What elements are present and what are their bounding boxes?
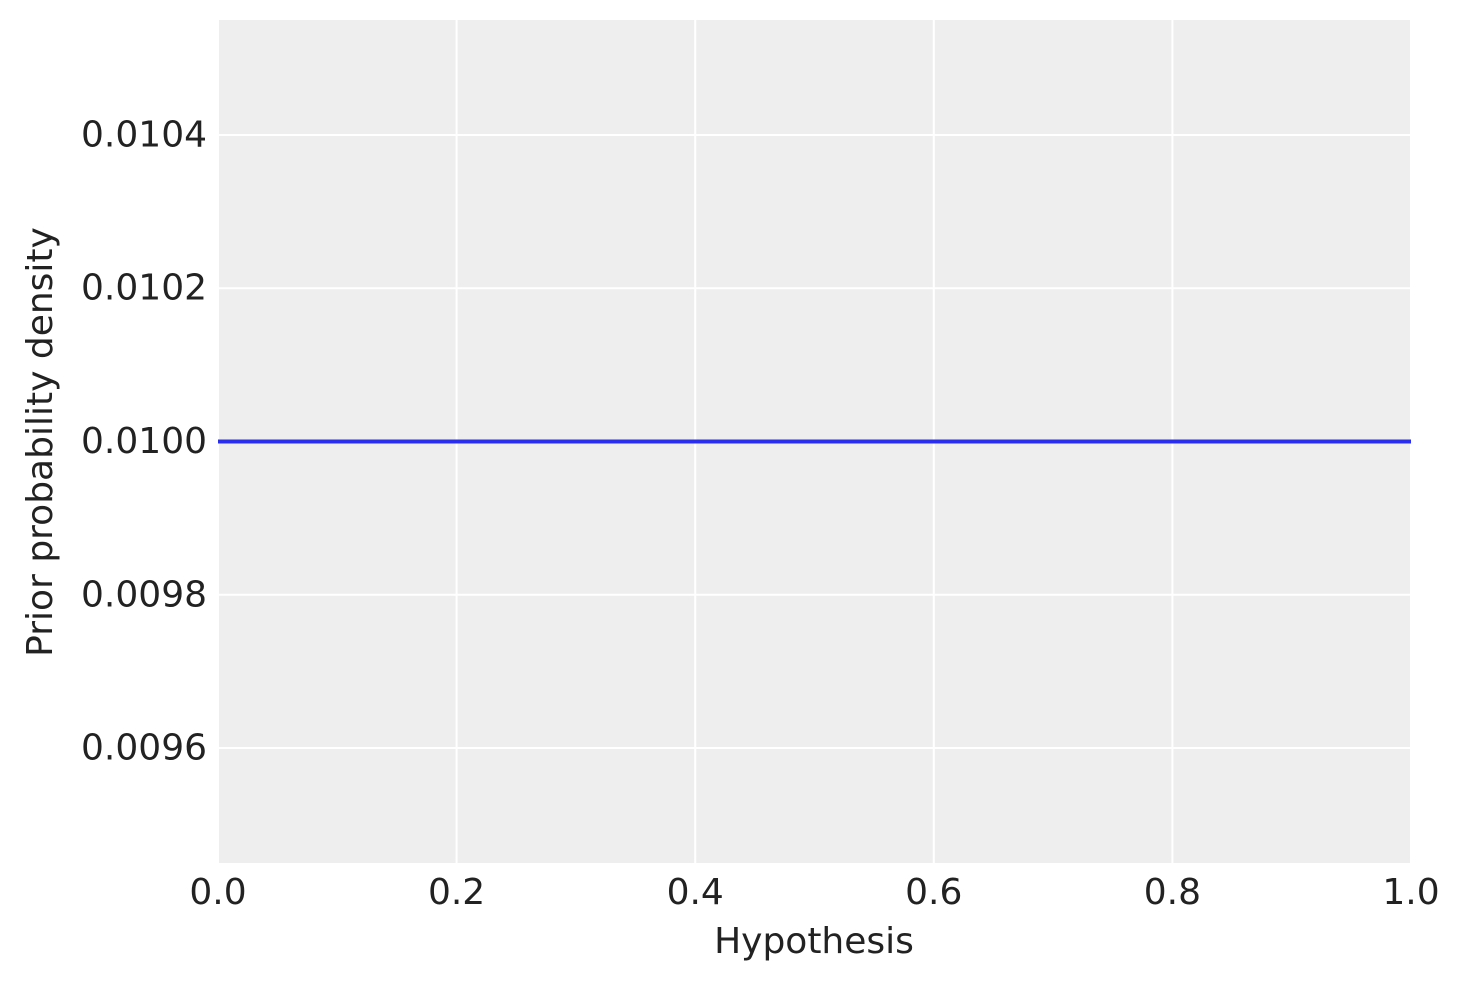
x-tick-label: 0.0 (189, 872, 246, 913)
x-tick-label: 0.4 (667, 872, 724, 913)
x-tick-label: 0.2 (428, 872, 485, 913)
y-tick-labels: 0.0096 0.0098 0.0100 0.0102 0.0104 (81, 114, 207, 768)
y-axis-label: Prior probability density (20, 227, 61, 657)
y-tick-label: 0.0098 (81, 574, 207, 615)
y-tick-label: 0.0100 (81, 421, 207, 462)
x-tick-label: 0.6 (905, 872, 962, 913)
y-tick-label: 0.0096 (81, 728, 207, 769)
x-tick-label: 1.0 (1382, 872, 1439, 913)
x-tick-label: 0.8 (1144, 872, 1201, 913)
x-tick-labels: 0.0 0.2 0.4 0.6 0.8 1.0 (189, 872, 1439, 913)
x-axis-label: Hypothesis (714, 921, 914, 962)
y-tick-label: 0.0102 (81, 268, 207, 309)
y-tick-label: 0.0104 (81, 114, 207, 155)
